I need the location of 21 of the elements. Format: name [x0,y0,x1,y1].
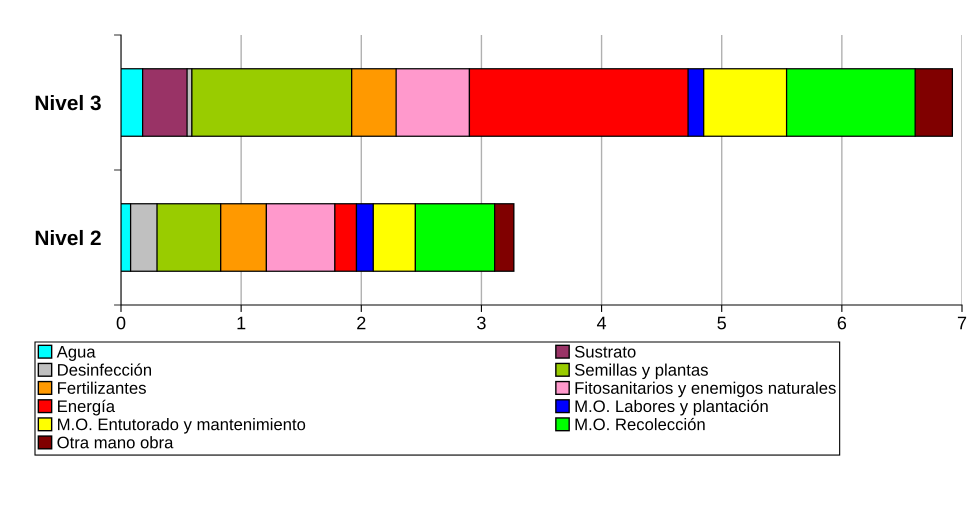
legend-label: Fitosanitarios y enemigos naturales [576,382,836,398]
x-tick-label: 6 [838,316,846,330]
legend-label: Energía [58,400,116,416]
legend-label: M.O. Recolección [576,418,705,430]
x-tick-label: 1 [238,316,246,330]
x-tick-label: 5 [717,316,726,330]
x-tick-label: 2 [357,316,366,330]
legend-label: Sustrato [574,346,636,358]
legend-label: M.O. Labores y plantación [576,400,768,416]
x-tick-label: 7 [958,316,966,330]
legend-label: Agua [56,346,96,361]
y-tick-label: Nivel 3 [36,94,101,110]
x-tick-label: 3 [477,316,486,330]
legend-label: Semillas y plantas [574,364,708,380]
legend-label: Fertilizantes [58,382,146,394]
x-tick-label: 0 [116,316,126,330]
legend-label: Desinfección [58,363,152,376]
legend-label: Otra mano obra [57,436,174,448]
legend-label: M.O. Entutorado y mantenimiento [58,418,306,434]
y-tick-label: Nivel 2 [36,230,101,246]
x-tick-label: 4 [596,316,606,330]
